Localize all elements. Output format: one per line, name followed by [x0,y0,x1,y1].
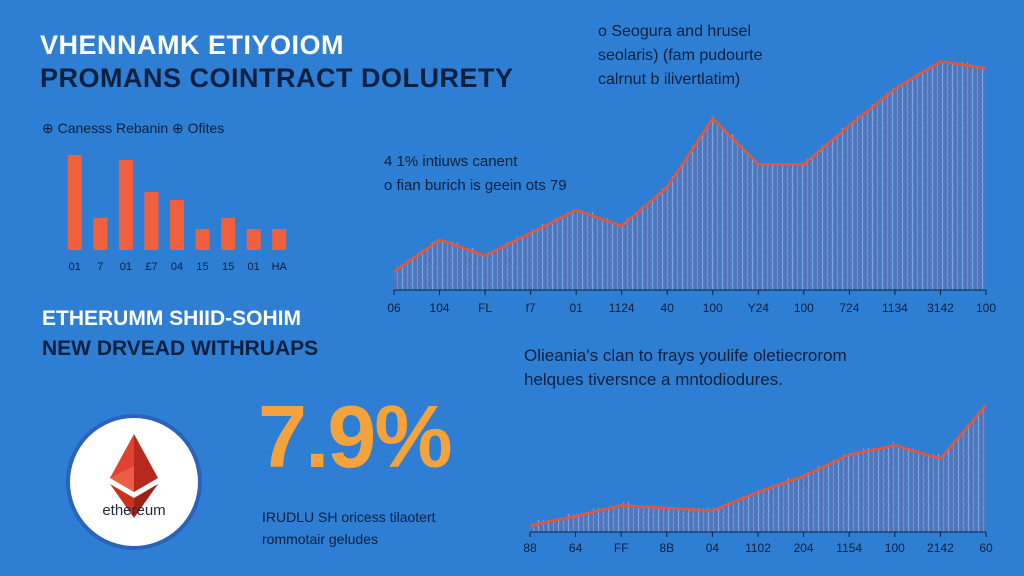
ethereum-logo: ethereum [66,414,202,550]
top-right-note: o Seogura and hrusel seolaris) (fam pudo… [598,20,763,92]
x-tick-label: 100 [703,301,723,315]
bar-0 [67,155,82,250]
ethereum-diamond-icon [110,434,158,518]
section-title: ETHERUMM SHIID-SOHIM NEW DRVEAD WITHRUAP… [42,304,318,364]
x-tick-label: 100 [976,301,996,315]
x-tick-label: 04 [706,541,720,555]
section-title-line2: NEW DRVEAD WITHRUAPS [42,337,319,360]
x-tick-label: Y24 [748,301,770,315]
x-tick-label: 724 [839,301,859,315]
bar-1 [93,218,108,250]
middle-note-line1: 4 1% intiuws canent [384,153,518,170]
section-title-line1: ETHERUMM SHIID-SOHIM [42,307,301,330]
x-tick-label: 100 [885,541,905,555]
x-tick-label: 1102 [745,541,771,555]
top-area-chart: 06 104 FL f7 01 1124 40 100 Y24 100 724 1134 3142 100 [387,60,996,315]
kpi-caption-line2: rommotair geludes [262,531,378,547]
middle-note: 4 1% intiuws canent o fian burich is gee… [384,150,567,198]
bar-7 [246,229,261,250]
x-tick-label: FL [478,301,492,315]
bottom-area-chart: 88 64 FF 8B 04 1102 204 1154 100 2142 60 [523,404,993,555]
page-title: VHENNAMK ETIYOIOM PROMANS COINTRACT DOLU… [40,30,514,94]
x-tick-label: 100 [794,301,814,315]
x-tick-label: 64 [569,541,583,555]
x-tick-label: 01 [569,301,583,315]
x-tick-label: 8B [659,541,674,555]
logo-wordmark: ethereum [102,502,166,519]
bar-tick-label: 15 [222,261,234,273]
x-tick-label: 104 [430,301,450,315]
x-tick-label: 1124 [609,301,635,315]
bar-tick-label: £7 [145,261,157,273]
kpi-caption-line1: IRUDLU SH oricess tilaotert [262,509,436,525]
page-title-line2: PROMANS COINTRACT DOLURETY [40,63,514,93]
area-hatching [532,405,985,533]
x-tick-label: f7 [526,301,536,315]
bottom-note-line2: helques tiversnce a mntodiodures. [524,370,783,389]
bar-4 [170,200,184,250]
x-tick-label: 40 [661,301,675,315]
x-tick-label: 3142 [927,301,954,315]
bottom-note-line1: Olieania's clan to frays youlife oletiec… [524,346,847,365]
middle-note-line2: o fian burich is geein ots 79 [384,177,567,194]
bar-2 [118,160,133,250]
bar-tick-label: HA [272,261,288,273]
x-tick-label: 1154 [836,541,862,555]
x-tick-label: 204 [794,541,814,555]
series-line [529,404,987,527]
top-right-note-line3: calrnut b ilivertlatim) [598,71,741,88]
bar-tick-label: 01 [120,261,132,273]
bar-8 [272,229,287,250]
bar-tick-label: 15 [196,261,208,273]
x-tick-label: 60 [979,541,993,555]
small-bar-chart: 01 7 01 £7 04 15 15 01 HA [67,155,288,273]
bar-5 [195,229,210,250]
bar-tick-label: 7 [97,261,103,273]
x-tick-label: 2142 [927,541,954,555]
x-tick-label: 88 [523,541,537,555]
bar-6 [221,218,236,250]
kpi-caption: IRUDLU SH oricess tilaotert rommotair ge… [262,506,436,550]
bar-chart-legend: ⊕ Canesss Rebanin ⊕ Ofites [42,120,225,136]
area-hatching [396,61,984,291]
bar-tick-label: 04 [171,261,183,273]
kpi-value: 7.9% [258,387,453,486]
page-title-line1: VHENNAMK ETIYOIOM [40,30,345,60]
area-fill [530,405,986,532]
x-tick-label: 1134 [882,301,908,315]
bottom-note: Olieania's clan to frays youlife oletiec… [524,344,847,392]
bar-tick-label: 01 [69,261,81,273]
top-right-note-line2: seolaris) (fam pudourte [598,47,763,64]
x-tick-label: FF [614,541,629,555]
bar-tick-label: 01 [248,261,260,273]
series-line [393,60,987,273]
x-tick-label: 06 [387,301,401,315]
bar-3 [144,192,159,250]
top-right-note-line1: o Seogura and hrusel [598,23,751,40]
